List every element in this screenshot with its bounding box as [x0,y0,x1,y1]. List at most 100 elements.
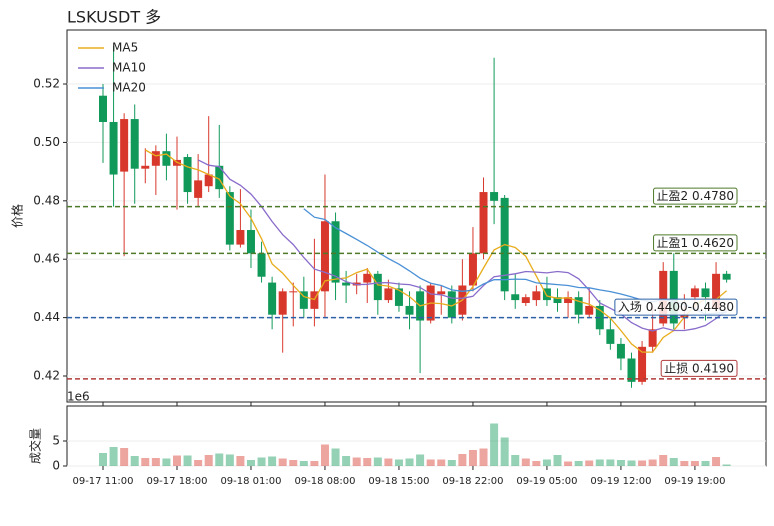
candle-body [447,291,456,318]
volume-bar [669,458,678,466]
volume-bar [638,460,647,466]
volume-bar [648,459,657,466]
candle-body [268,282,277,315]
volume-bar [542,459,551,466]
volume-bar [722,464,731,466]
volume-bar [120,448,129,466]
volume-bar [310,461,319,466]
candle-body [606,329,615,344]
volume-bar [99,453,107,466]
candle-body [701,288,710,298]
volume-bar [109,447,118,466]
candle-body [616,343,625,359]
volume-bar [289,460,298,466]
candle-body [712,273,721,309]
legend-label: MA20 [112,81,146,95]
candle-body [331,221,340,283]
candle-body [215,165,224,190]
x-tick-label: 09-18 08:00 [294,476,355,487]
volume-bar [606,459,615,466]
volume-bar [215,453,224,466]
candle-body [236,230,245,245]
level-label-box [653,187,738,205]
volume-bar [701,461,710,466]
volume-bar [236,456,245,466]
y-tick-label: 0.44 [33,310,60,324]
level-label-box [653,234,738,252]
volume-bar [299,461,308,466]
candle-body [574,297,583,315]
ma-line [144,149,728,353]
volume-bar [627,460,636,466]
candle-body [437,291,446,295]
volume-bar [500,437,509,466]
candle-body [638,346,647,382]
volume-bar [511,455,520,466]
candle-body [669,270,678,324]
volume-bar [394,459,403,466]
candle-body [162,151,171,166]
candle-body [257,253,266,277]
volume-bar [447,460,456,466]
x-tick-label: 09-17 11:00 [72,476,133,487]
volume-bar [468,450,477,466]
volume-bar [458,454,467,466]
candle-body [320,221,329,292]
y-tick-label: 0 [52,459,60,473]
candle-body [511,294,520,301]
volume-bar [246,460,255,466]
x-tick-label: 09-17 18:00 [146,476,207,487]
candle-body [405,305,414,315]
level-label-box [614,298,738,316]
level-label: 止损 0.4190 [664,361,734,375]
candle-body [532,291,541,301]
candle-body [225,192,234,245]
volume-bar [257,457,266,466]
candle-body [648,329,657,347]
y-tick-label: 0.42 [33,369,60,383]
volume-axis-label: 成交量 [28,428,43,464]
volume-bar [172,455,181,466]
candle-body [363,273,372,283]
volume-bar [278,458,287,466]
price-frame [66,29,767,403]
volume-bar [553,455,562,466]
candle-body [183,157,192,193]
volume-bar [690,461,699,466]
volume-bar [416,454,425,466]
candle-body [99,95,107,122]
x-tick-label: 09-19 19:00 [664,476,725,487]
y-tick-label: 0.52 [33,77,60,91]
volume-bar [320,444,329,466]
candle-body [373,273,382,301]
candle-body [542,288,551,301]
x-tick-label: 09-19 05:00 [516,476,577,487]
volume-bar [490,423,499,466]
volume-bar [331,448,340,466]
candle-body [130,119,139,169]
y-axis-label: 价格 [10,204,25,228]
x-tick-label: 09-19 12:00 [590,476,651,487]
chart-title: LSKUSDT 多 [67,8,161,27]
volume-bar [183,455,192,466]
candle-body [120,119,129,172]
volume-bar [437,459,446,466]
candle-body [468,253,477,286]
volume-bar [616,460,625,466]
volume-bar [479,448,488,466]
volume-bar [162,458,171,466]
legend-label: MA5 [112,41,138,55]
level-label: 止盈2 0.4780 [657,189,734,203]
volume-bar [352,457,361,466]
volume-bar [363,458,372,466]
candle-body [690,288,699,298]
legend-label: MA10 [112,61,146,75]
level-label-box [660,359,738,377]
x-tick-label: 09-18 15:00 [368,476,429,487]
candle-body [204,174,213,187]
volume-bar [564,461,573,466]
volume-bar [680,461,689,466]
candle-body [553,297,562,304]
candle-body [490,192,499,201]
